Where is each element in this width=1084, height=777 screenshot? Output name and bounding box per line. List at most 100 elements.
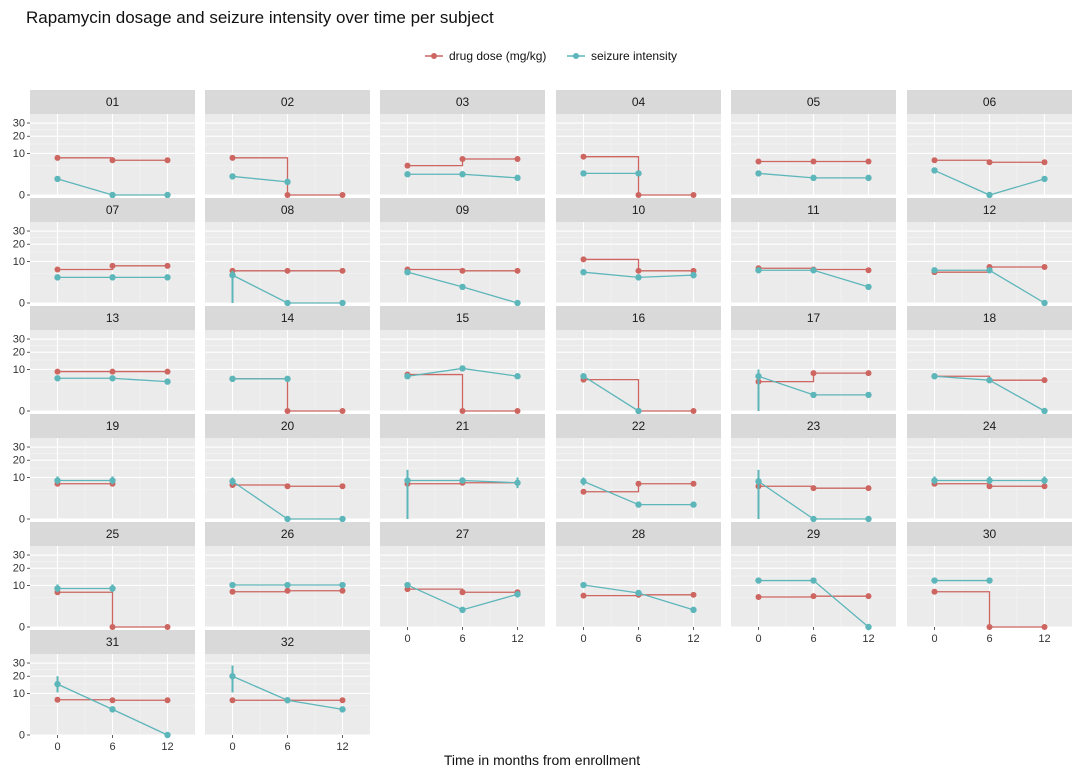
y-tick-label: 30 (13, 550, 25, 562)
facet-strip-label: 08 (281, 203, 295, 217)
seizure-point (580, 170, 587, 177)
facet-panel-23: 23 (731, 414, 896, 523)
dose-point (986, 624, 993, 630)
facet-strip-label: 19 (106, 419, 120, 433)
seizure-point (635, 274, 642, 281)
seizure-point (404, 373, 411, 380)
facet-strip (556, 198, 721, 222)
dose-series-line (57, 591, 168, 628)
seizure-point (284, 697, 291, 704)
seizure-point (54, 175, 61, 183)
seizure-point (284, 299, 291, 307)
seizure-point (810, 515, 817, 523)
dose-point (1041, 264, 1048, 271)
seizure-point (755, 577, 762, 584)
dose-point (339, 267, 346, 274)
dose-series-line (583, 483, 694, 493)
facet-strip (205, 522, 370, 546)
dose-point (1041, 159, 1048, 166)
facet-strip-label: 31 (106, 635, 120, 649)
facet-strip-label: 09 (456, 203, 470, 217)
dose-point (580, 153, 587, 160)
seizure-point (164, 191, 171, 199)
seizure-point (865, 391, 872, 399)
facet-strip (380, 198, 545, 222)
facet-panel-14: 14 (205, 306, 370, 414)
facet-strip (30, 522, 195, 546)
facet-panel-22: 22 (556, 414, 721, 520)
facet-strip (30, 306, 195, 330)
facet-strip-label: 13 (106, 311, 120, 325)
dose-point (284, 408, 291, 414)
facet-strip-label: 06 (983, 95, 997, 109)
seizure-point (339, 706, 346, 713)
dose-point (514, 156, 521, 163)
dose-point (109, 157, 116, 164)
legend-label: seizure intensity (591, 49, 677, 63)
seizure-point (986, 577, 993, 584)
dose-point (755, 158, 762, 165)
facet-strip-label: 14 (281, 311, 295, 325)
facet-panel-30: 30 0 6 12 (907, 522, 1072, 645)
seizure-point (514, 373, 521, 380)
x-tick-label: 12 (1038, 633, 1050, 645)
facet-strip (380, 414, 545, 438)
facet-strip-label: 23 (807, 419, 821, 433)
facet-strip (907, 90, 1072, 114)
seizure-point (755, 373, 762, 380)
seizure-point (635, 407, 642, 415)
legend: drug dose (mg/kg) seizure intensity (425, 49, 677, 63)
facet-strip (205, 630, 370, 654)
dose-point (865, 370, 872, 377)
seizure-point (986, 477, 993, 484)
facet-strip-label: 04 (632, 95, 646, 109)
dose-point (986, 483, 993, 490)
seizure-point (339, 581, 346, 589)
dose-point (459, 408, 466, 414)
x-tick-label: 12 (862, 633, 874, 645)
seizure-point (690, 606, 697, 614)
seizure-point (229, 173, 236, 180)
facet-panel-03: 03 (380, 90, 545, 196)
dose-point (865, 158, 872, 165)
seizure-point (810, 174, 817, 182)
dose-point (635, 267, 642, 274)
seizure-point (459, 477, 466, 484)
facet-panel-05: 05 (731, 90, 896, 196)
y-tick-label: 20 (13, 563, 25, 575)
seizure-point (459, 606, 466, 614)
y-tick-label: 10 (13, 256, 25, 268)
seizure-point (1041, 477, 1048, 484)
facet-strip (731, 90, 896, 114)
facet-strip (907, 414, 1072, 438)
dose-point (339, 697, 346, 704)
dose-point (229, 588, 236, 595)
facet-strip-label: 10 (632, 203, 646, 217)
seizure-series-line (232, 175, 288, 183)
seizure-point (229, 271, 236, 279)
facet-strip (556, 522, 721, 546)
facet-strip (556, 90, 721, 114)
facet-strip-label: 05 (807, 95, 821, 109)
facet-strip (30, 90, 195, 114)
seizure-point (635, 170, 642, 177)
x-tick-label: 0 (404, 633, 410, 645)
dose-point (164, 624, 171, 630)
seizure-point (635, 589, 642, 597)
dose-point (810, 370, 817, 377)
facet-strip-label: 07 (106, 203, 120, 217)
dose-point (580, 256, 587, 263)
dose-point (810, 158, 817, 165)
facet-strip (731, 414, 896, 438)
seizure-series-line (583, 375, 639, 412)
x-tick-label: 0 (755, 633, 761, 645)
seizure-point (755, 170, 762, 177)
dose-point (339, 483, 346, 490)
facet-strip-label: 18 (983, 311, 997, 325)
seizure-point (931, 373, 938, 380)
dose-point (810, 593, 817, 600)
facet-strip-label: 17 (807, 311, 821, 325)
dose-point (339, 192, 346, 198)
seizure-point (284, 581, 291, 589)
